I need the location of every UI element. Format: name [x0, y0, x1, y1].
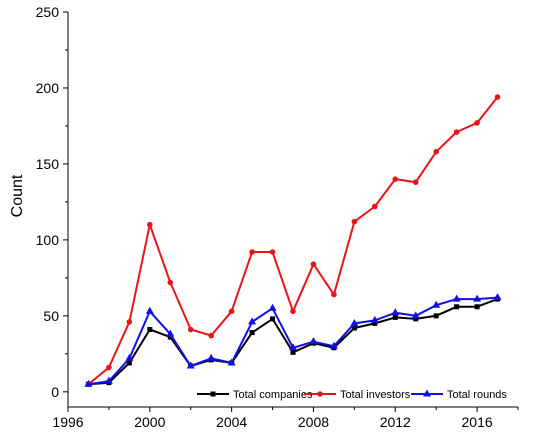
- y-tick-label: 150: [36, 156, 60, 172]
- data-point-total-investors: [269, 249, 276, 255]
- x-tick-label: 1996: [52, 414, 83, 430]
- plot-area: 0 50 100 150 200 250 1996 2000 2004 2008 2012 2016 T…: [36, 4, 519, 430]
- data-point-total-rounds: [473, 294, 482, 302]
- data-point-total-investors: [494, 94, 501, 100]
- data-point-total-rounds: [309, 337, 318, 345]
- data-point-total-investors: [147, 221, 153, 228]
- data-point-total-investors: [310, 261, 317, 267]
- data-point-total-companies: [454, 304, 460, 310]
- x-tick-label: 2000: [134, 414, 165, 430]
- series-line-total-investors: [87, 96, 499, 385]
- data-point-total-rounds: [350, 318, 359, 326]
- y-axis-title: Count: [9, 174, 26, 217]
- data-point-total-investors: [208, 332, 214, 339]
- data-point-total-rounds: [207, 353, 216, 361]
- legend-item-total-companies: Total companies: [197, 389, 313, 401]
- data-point-total-companies: [270, 316, 276, 322]
- data-point-total-companies: [249, 330, 255, 336]
- data-point-total-companies: [474, 304, 480, 310]
- data-point-total-rounds: [268, 303, 277, 311]
- data-point-total-companies: [372, 320, 378, 326]
- data-point-total-investors: [167, 279, 174, 286]
- data-point-total-rounds: [145, 306, 154, 314]
- x-tick-label: 2008: [298, 414, 329, 430]
- y-tick-label: 200: [36, 80, 60, 96]
- data-point-total-companies: [413, 316, 419, 322]
- data-point-total-investors: [412, 179, 419, 185]
- y-tick-label: 50: [43, 308, 59, 324]
- y-tick-label: 100: [36, 232, 60, 248]
- data-point-total-companies: [433, 313, 439, 319]
- data-point-total-rounds: [452, 294, 461, 302]
- data-point-total-investors: [392, 176, 399, 182]
- data-point-total-rounds: [289, 343, 297, 351]
- legend-label: Total investors: [340, 389, 411, 401]
- y-tick-label: 250: [36, 4, 60, 20]
- data-point-total-rounds: [186, 361, 195, 369]
- data-point-total-investors: [453, 129, 460, 135]
- data-point-total-investors: [433, 148, 439, 155]
- data-point-total-rounds: [493, 293, 502, 301]
- legend-label: Total companies: [233, 389, 313, 401]
- data-point-total-investors: [126, 319, 133, 325]
- x-tick-label: 2012: [380, 414, 411, 430]
- data-point-total-companies: [392, 314, 398, 320]
- data-point-total-investors: [249, 249, 255, 255]
- legend-marker: [423, 389, 431, 397]
- data-point-total-rounds: [391, 308, 400, 316]
- data-point-total-investors: [187, 326, 194, 333]
- y-tick-label: 0: [51, 384, 59, 400]
- data-point-total-rounds: [125, 353, 134, 361]
- data-point-total-rounds: [166, 329, 175, 337]
- data-point-total-rounds: [104, 376, 113, 384]
- data-point-total-investors: [290, 308, 296, 315]
- data-point-total-rounds: [84, 379, 93, 387]
- data-point-total-companies: [351, 325, 357, 331]
- data-point-total-investors: [474, 120, 480, 126]
- data-point-total-rounds: [370, 315, 379, 323]
- data-point-total-companies: [167, 334, 173, 340]
- data-point-total-companies: [126, 360, 132, 366]
- x-tick-label: 2016: [462, 414, 493, 430]
- data-point-total-rounds: [411, 311, 420, 319]
- legend-label: Total rounds: [447, 389, 507, 401]
- data-point-total-rounds: [432, 300, 441, 308]
- legend-item-total-rounds: Total rounds: [411, 389, 507, 401]
- x-tick-label: 2004: [216, 414, 247, 430]
- data-point-total-rounds: [248, 317, 257, 325]
- legend-marker: [317, 391, 323, 397]
- legend-item-total-investors: Total investors: [304, 389, 411, 401]
- data-point-total-investors: [228, 308, 235, 315]
- data-point-total-investors: [351, 218, 358, 225]
- data-point-total-companies: [147, 327, 153, 333]
- data-point-total-rounds: [227, 358, 236, 366]
- data-point-total-investors: [106, 364, 112, 371]
- data-point-total-rounds: [329, 341, 338, 349]
- legend-marker: [210, 391, 216, 397]
- data-point-total-companies: [290, 349, 296, 355]
- data-point-total-investors: [331, 291, 337, 298]
- data-point-total-investors: [372, 203, 378, 210]
